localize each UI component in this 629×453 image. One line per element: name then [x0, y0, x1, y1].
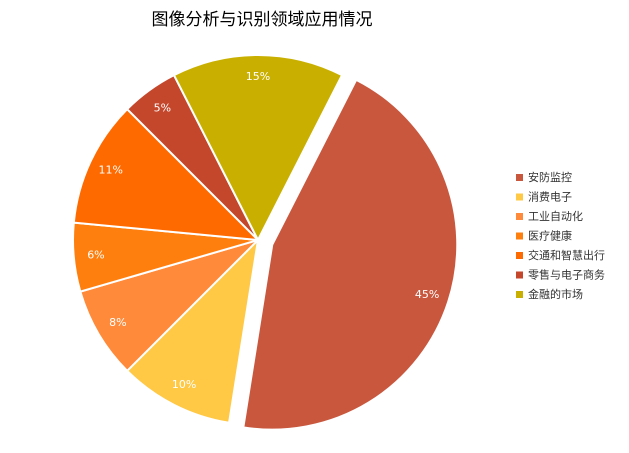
legend-swatch: [516, 271, 523, 279]
legend-label: 工业自动化: [528, 209, 583, 223]
data-label: 6%: [87, 248, 104, 261]
legend-swatch: [516, 291, 523, 298]
legend-swatch: [516, 193, 523, 201]
data-label: 10%: [172, 378, 196, 391]
pie-slice: [242, 78, 459, 431]
pie-slice: [125, 237, 260, 424]
legend-label: 消费电子: [528, 190, 572, 204]
data-label: 5%: [154, 101, 171, 114]
data-label: 11%: [98, 164, 122, 177]
pie-slice: [172, 54, 344, 243]
legend-swatch: [516, 252, 523, 259]
legend-label: 交通和智慧出行: [528, 248, 605, 262]
legend-label: 医疗健康: [528, 229, 572, 243]
data-label: 15%: [246, 70, 270, 83]
legend-swatch: [516, 232, 523, 240]
chart-title: 图像分析与识别领域应用情况: [152, 10, 373, 30]
legend-swatch: [516, 174, 523, 181]
legend-swatch: [516, 213, 523, 220]
legend-label: 安防监控: [528, 170, 572, 184]
data-label: 45%: [415, 288, 439, 301]
pie-slice: [79, 239, 259, 373]
data-label: 8%: [109, 316, 126, 329]
legend-label: 金融的市场: [528, 287, 583, 301]
pie-slice: [72, 107, 261, 242]
legend-label: 零售与电子商务: [528, 268, 605, 282]
